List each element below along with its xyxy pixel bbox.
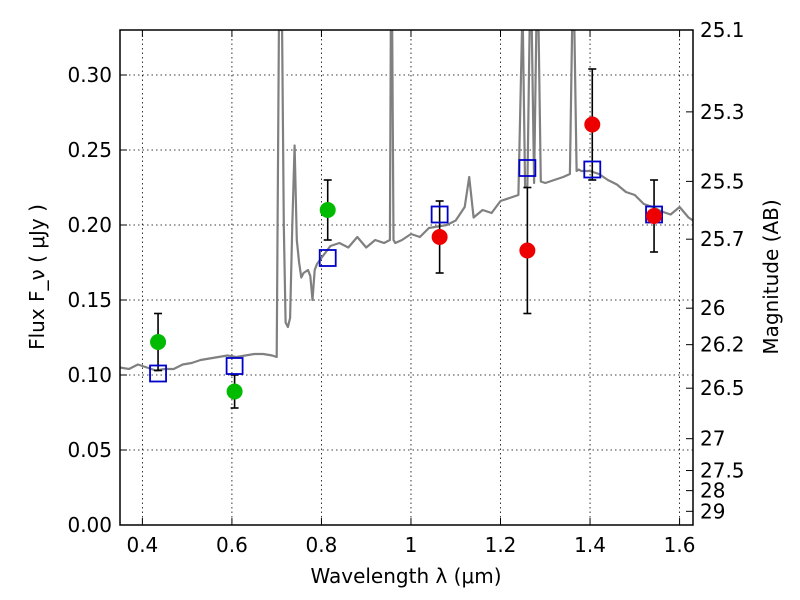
x-tick-label: 0.6 <box>216 533 248 557</box>
x-tick-label: 0.8 <box>306 533 338 557</box>
red-data-point <box>431 229 448 245</box>
y2-tick-label: 25.3 <box>700 100 745 124</box>
y-tick-label: 0.10 <box>67 363 112 387</box>
red-data-point <box>584 116 601 133</box>
model-spectrum-line <box>120 30 693 372</box>
y2-tick-label: 25.1 <box>700 18 745 42</box>
model-spectrum-layer <box>120 30 693 372</box>
model-square-marker <box>149 364 167 383</box>
tick-labels: 0.4 0.6 0.8 1 1.2 1.4 1.6 0.00 0.05 0.10 0.15 0.20 0… <box>67 18 744 557</box>
x-tick-label: 1.6 <box>664 533 696 557</box>
green-data-point <box>319 202 336 218</box>
y2-tick-label: 27.5 <box>700 459 745 483</box>
model-square-layer <box>149 159 663 383</box>
model-square-marker <box>225 357 244 375</box>
y2-tick-label: 28 <box>700 479 725 503</box>
grid <box>120 30 693 526</box>
model-square-marker <box>583 160 602 179</box>
model-square-marker <box>430 205 449 224</box>
model-square-marker <box>318 249 337 267</box>
x-tick-label: 1 <box>405 533 418 557</box>
x-tick-label: 0.4 <box>126 533 158 557</box>
y2-tick-label: 26 <box>700 296 725 320</box>
y-axis-title: Flux F_ν ( μJy ) <box>25 204 49 350</box>
tick-marks <box>120 29 693 526</box>
y2-tick-label: 29 <box>700 499 725 523</box>
plot-frame <box>119 29 694 526</box>
photometry-point-layer <box>150 116 663 400</box>
y-tick-label: 0.20 <box>67 213 112 237</box>
y-tick-label: 0.30 <box>67 63 112 87</box>
y2-tick-label: 26.5 <box>700 376 745 400</box>
y2-tick-label: 25.7 <box>700 227 745 251</box>
red-data-point <box>646 208 663 224</box>
green-data-point <box>226 383 243 400</box>
x-axis-title: Wavelength λ (μm) <box>310 564 501 588</box>
y2-tick-label: 27 <box>700 427 725 451</box>
y-tick-label: 0.25 <box>67 138 112 162</box>
model-square-marker <box>518 159 537 177</box>
y-tick-label: 0.00 <box>67 513 112 537</box>
y-tick-label: 0.15 <box>67 288 112 312</box>
green-data-point <box>150 334 167 350</box>
y2-tick-label: 26.2 <box>700 333 745 357</box>
x-tick-label: 1.4 <box>574 533 606 557</box>
y2-axis-title: Magnitude (AB) <box>759 199 783 354</box>
y-tick-label: 0.05 <box>67 438 112 462</box>
x-tick-label: 1.2 <box>485 533 517 557</box>
y2-tick-label: 25.5 <box>700 169 745 193</box>
red-data-point <box>519 242 536 259</box>
